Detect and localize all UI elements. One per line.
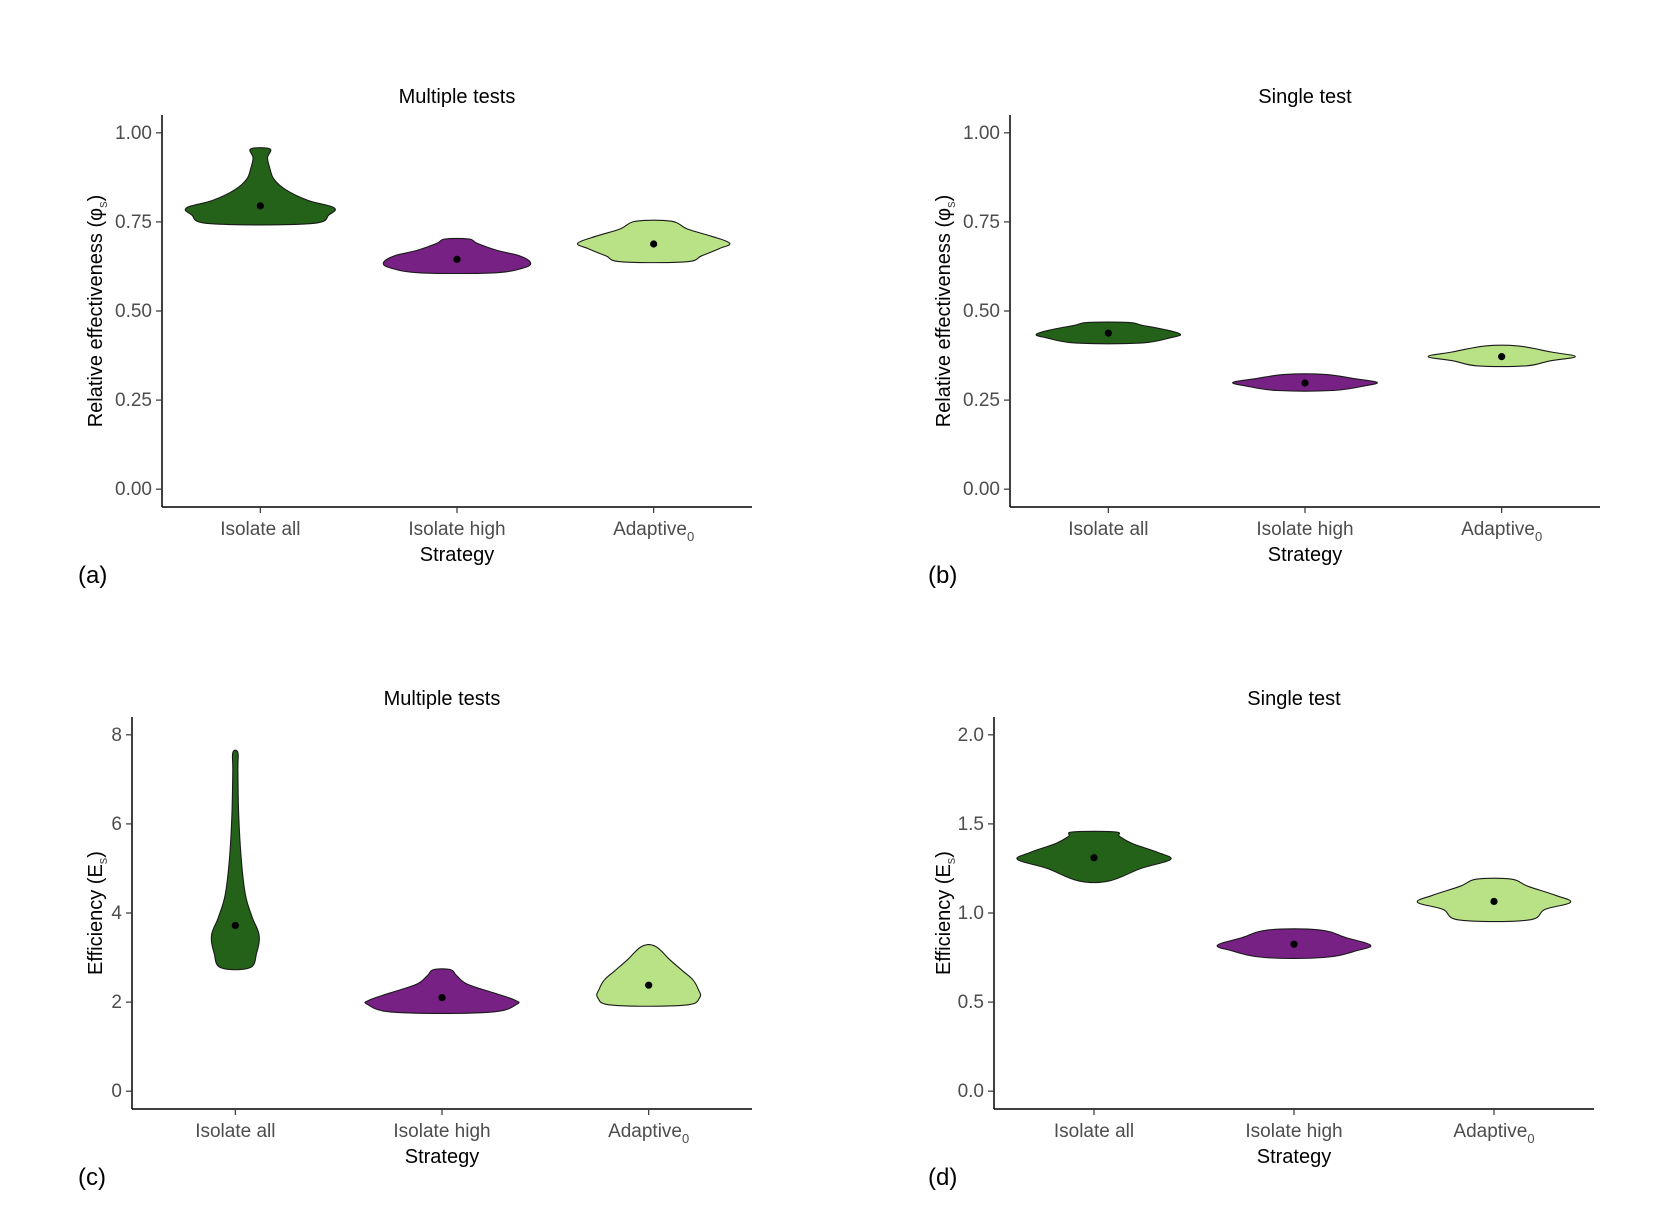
y-ticks: 0 2 4 6 8 (111, 725, 132, 1102)
violin-marks (210, 749, 702, 1014)
mean-point (1290, 940, 1298, 948)
panel-a: Multiple tests 0.00 0.25 0.50 0.75 1.00 Isol… (0, 70, 780, 590)
mean-point (1301, 379, 1309, 387)
x-tick-label: Adaptive0 (608, 1121, 689, 1146)
y-tick-label: 0.50 (115, 301, 152, 322)
x-ticks: Isolate all Isolate high Adaptive0 (195, 1109, 689, 1146)
mean-point (1490, 897, 1498, 906)
y-axis-label: Relative effectiveness (φs) (85, 195, 110, 428)
y-tick-label: 0.5 (958, 992, 984, 1013)
violin-marks (184, 147, 731, 275)
mean-point (231, 921, 239, 930)
y-axis-label: Efficiency (Es) (933, 851, 958, 975)
y-tick-label: 0.50 (963, 301, 1000, 322)
y-ticks: 0.0 0.5 1.0 1.5 2.0 (958, 725, 994, 1102)
x-tick-label: Isolate high (393, 1121, 490, 1142)
x-tick-label: Isolate high (1256, 519, 1353, 540)
x-tick-label: Isolate all (195, 1121, 275, 1142)
mean-point (1090, 854, 1098, 862)
violin-chart-a: Multiple tests 0.00 0.25 0.50 0.75 1.00 Isol… (85, 86, 752, 566)
y-tick-label: 8 (111, 725, 122, 746)
mean-point (256, 202, 264, 210)
violin-marks (1035, 321, 1576, 392)
violin-chart-d: Single test 0.00.51.01.52.0 Isolate all I… (933, 688, 1594, 1168)
violin-isolate-all (184, 147, 336, 226)
x-tick-label: Adaptive0 (1461, 519, 1542, 544)
x-ticks: Isolate all Isolate high Adaptive0 (1054, 1109, 1535, 1146)
y-tick-label: 6 (111, 814, 122, 835)
y-axis-label: Relative effectiveness (φs) (933, 195, 958, 428)
y-tick-label: 1.5 (958, 814, 984, 835)
y-tick-label: 2.0 (958, 725, 984, 746)
y-axis-label: Efficiency (Es) (85, 851, 110, 975)
chart-title: Multiple tests (399, 86, 516, 108)
x-tick-label: Adaptive0 (1453, 1121, 1534, 1146)
mean-point (645, 981, 653, 989)
mean-point (1498, 353, 1506, 361)
panel-label: (a) (78, 562, 108, 589)
mean-point (650, 240, 658, 248)
x-tick-label: Isolate high (1245, 1121, 1342, 1142)
x-axis-label: Strategy (405, 1146, 479, 1168)
y-tick-label: 0.00 (963, 479, 1000, 500)
chart-title: Multiple tests (384, 688, 501, 710)
x-tick-label: Isolate all (1068, 519, 1148, 540)
y-tick-label: 0.00 (115, 479, 152, 500)
violin-isolate-all (210, 749, 260, 971)
violin-adaptive (596, 944, 702, 1007)
panel-label: (b) (928, 562, 958, 589)
x-axis-label: Strategy (1257, 1146, 1331, 1168)
y-tick-label: 0.25 (115, 390, 152, 411)
mean-point (453, 255, 461, 263)
x-tick-label: Isolate all (1054, 1121, 1134, 1142)
x-axis-label: Strategy (420, 544, 494, 566)
panel-d: Single test 0.0 0.5 1.0 1.5 2.0 Isolate all I… (848, 672, 1628, 1192)
violin-marks (1016, 830, 1572, 960)
y-tick-label: 0.75 (963, 212, 1000, 233)
y-tick-label: 0 (111, 1081, 122, 1102)
x-tick-label: Adaptive0 (613, 519, 694, 544)
mean-point (1104, 329, 1112, 337)
panel-label: (c) (78, 1164, 106, 1191)
y-tick-label: 2 (111, 992, 122, 1013)
y-tick-label: 1.00 (963, 123, 1000, 144)
x-ticks: Isolate all Isolate high Adaptive0 (1068, 507, 1542, 544)
violin-chart-b: Single test 0.00 0.25 0.50 0.75 1.00 Isolate… (933, 86, 1600, 566)
y-tick-label: 4 (111, 903, 122, 924)
x-axis-label: Strategy (1268, 544, 1342, 566)
violin-isolate-high (364, 968, 520, 1014)
panel-label: (d) (928, 1164, 958, 1191)
chart-title: Single test (1247, 688, 1341, 710)
y-tick-label: 1.0 (958, 903, 984, 924)
y-ticks: 0.00 0.25 0.50 0.75 1.00 (963, 123, 1010, 500)
y-tick-label: 1.00 (115, 123, 152, 144)
mean-point (438, 994, 446, 1002)
y-tick-label: 0.0 (958, 1081, 984, 1102)
x-tick-label: Isolate all (220, 519, 300, 540)
x-ticks: Isolate all Isolate high Adaptive0 (220, 507, 694, 544)
y-tick-label: 0.25 (963, 390, 1000, 411)
y-ticks: 0.00 0.25 0.50 0.75 1.00 (115, 123, 162, 500)
panel-b: Single test 0.00 0.25 0.50 0.75 1.00 Isolate… (848, 70, 1628, 590)
y-tick-label: 0.75 (115, 212, 152, 233)
chart-title: Single test (1258, 86, 1352, 108)
x-tick-label: Isolate high (408, 519, 505, 540)
